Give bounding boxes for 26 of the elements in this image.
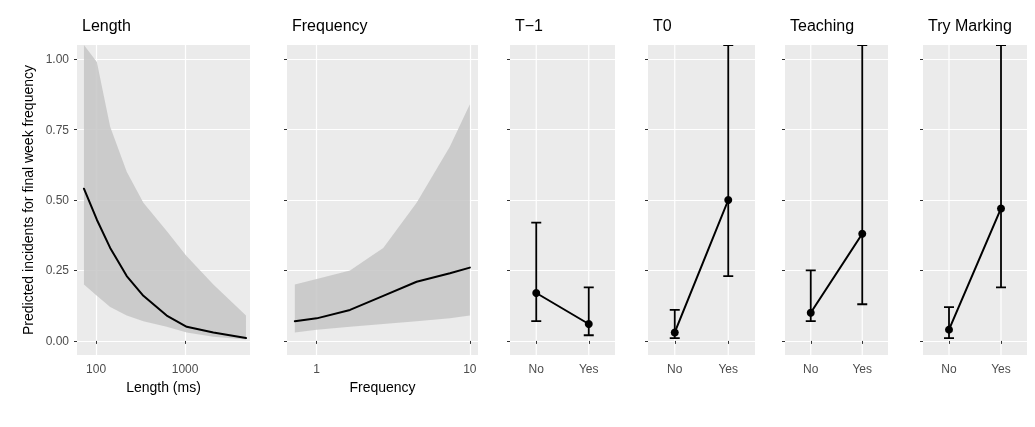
y-tick-label: 0.25 bbox=[45, 263, 70, 278]
x-axis-title: Frequency bbox=[349, 378, 416, 395]
y-tick-label: 0.50 bbox=[45, 193, 70, 207]
chart-title: Try Marking bbox=[928, 16, 1012, 34]
chart-title: T0 bbox=[653, 16, 672, 34]
x-tick-label: 1 bbox=[313, 362, 321, 376]
x-tick-label: Yes bbox=[578, 362, 599, 376]
y-tick-label: 1.00 bbox=[45, 52, 70, 67]
chart-title: Frequency bbox=[292, 16, 368, 34]
x-tick-label: Yes bbox=[991, 362, 1011, 376]
y-axis-title: Predicted incidents for final week frequency bbox=[19, 64, 36, 336]
x-tick-label: No bbox=[941, 362, 957, 376]
chart-title: T−1 bbox=[515, 16, 544, 34]
x-tick-label: 100 bbox=[86, 362, 107, 376]
y-tick-label: 0.00 bbox=[45, 333, 70, 348]
x-tick-label: 1000 bbox=[171, 362, 199, 376]
x-tick-label: 10 bbox=[463, 362, 477, 376]
x-axis-title: Length (ms) bbox=[126, 378, 201, 395]
x-tick-label: Yes bbox=[852, 362, 873, 376]
x-tick-label: Yes bbox=[718, 362, 739, 376]
y-tick-label: 0.75 bbox=[45, 122, 70, 137]
x-tick-label: No bbox=[667, 362, 683, 376]
x-tick-label: No bbox=[528, 362, 545, 376]
x-tick-label: No bbox=[803, 362, 819, 376]
chart-title: Length bbox=[82, 16, 131, 34]
chart-title: Teaching bbox=[790, 16, 855, 34]
